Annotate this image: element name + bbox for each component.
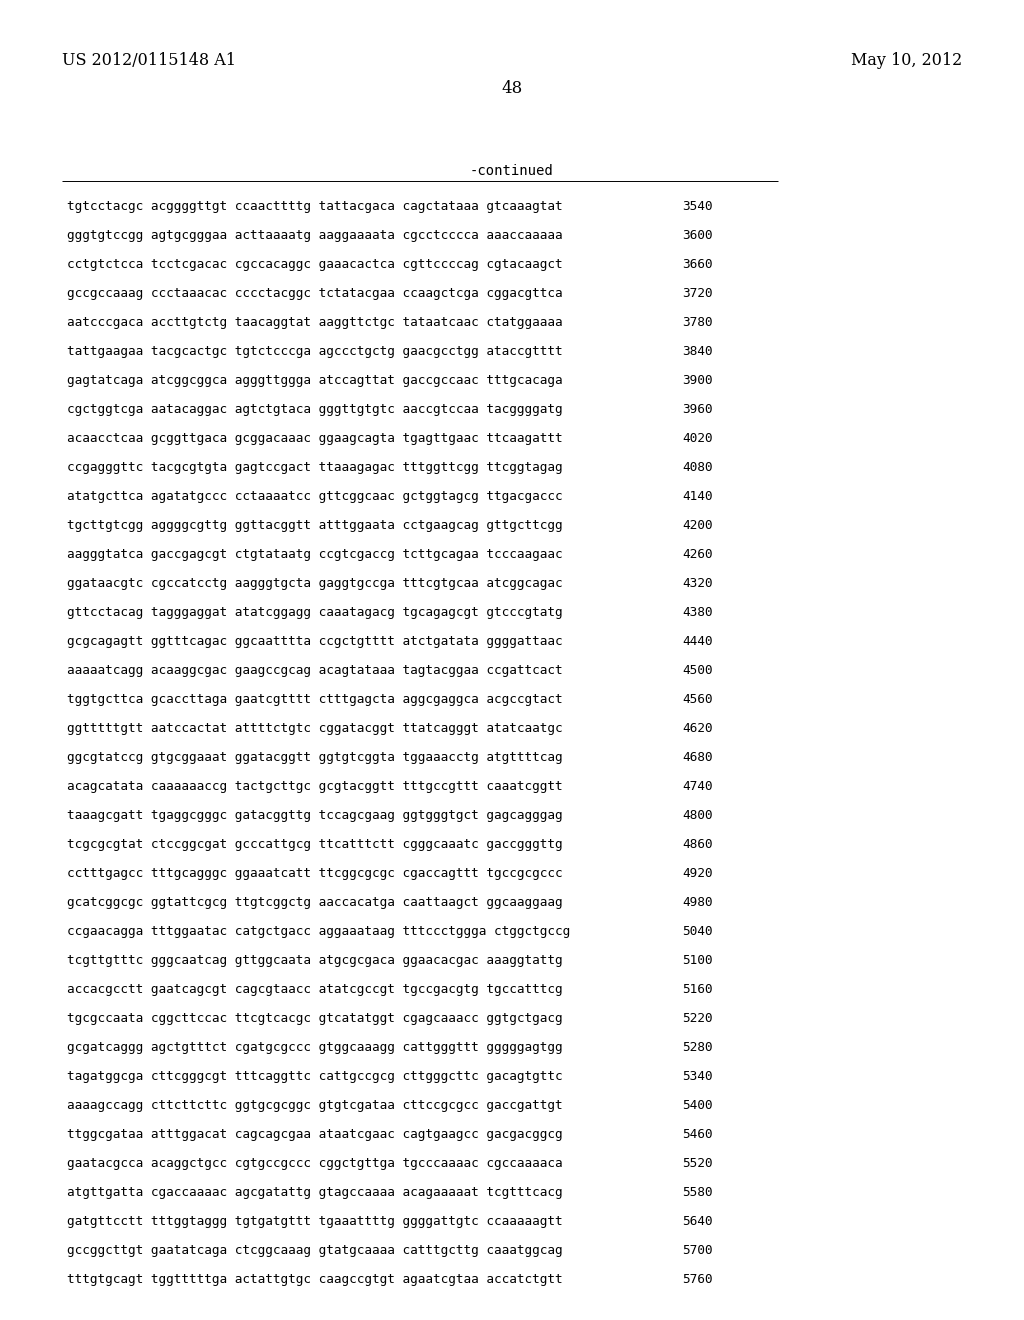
Text: ggtttttgtt aatccactat attttctgtc cggatacggt ttatcagggt atatcaatgc: ggtttttgtt aatccactat attttctgtc cggatac… xyxy=(67,722,562,735)
Text: ggcgtatccg gtgcggaaat ggatacggtt ggtgtcggta tggaaacctg atgttttcag: ggcgtatccg gtgcggaaat ggatacggtt ggtgtcg… xyxy=(67,751,562,764)
Text: 4740: 4740 xyxy=(682,780,713,793)
Text: aagggtatca gaccgagcgt ctgtataatg ccgtcgaccg tcttgcagaa tcccaagaac: aagggtatca gaccgagcgt ctgtataatg ccgtcga… xyxy=(67,548,562,561)
Text: 4320: 4320 xyxy=(682,577,713,590)
Text: 4380: 4380 xyxy=(682,606,713,619)
Text: atatgcttca agatatgccc cctaaaatcc gttcggcaac gctggtagcg ttgacgaccc: atatgcttca agatatgccc cctaaaatcc gttcggc… xyxy=(67,490,562,503)
Text: 5400: 5400 xyxy=(682,1100,713,1111)
Text: 4680: 4680 xyxy=(682,751,713,764)
Text: aaaaatcagg acaaggcgac gaagccgcag acagtataaa tagtacggaa ccgattcact: aaaaatcagg acaaggcgac gaagccgcag acagtat… xyxy=(67,664,562,677)
Text: 4920: 4920 xyxy=(682,867,713,880)
Text: 3600: 3600 xyxy=(682,228,713,242)
Text: May 10, 2012: May 10, 2012 xyxy=(851,51,962,69)
Text: gccggcttgt gaatatcaga ctcggcaaag gtatgcaaaa catttgcttg caaatggcag: gccggcttgt gaatatcaga ctcggcaaag gtatgca… xyxy=(67,1243,562,1257)
Text: 5100: 5100 xyxy=(682,954,713,968)
Text: ggataacgtc cgccatcctg aagggtgcta gaggtgccga tttcgtgcaa atcggcagac: ggataacgtc cgccatcctg aagggtgcta gaggtgc… xyxy=(67,577,562,590)
Text: ttggcgataa atttggacat cagcagcgaa ataatcgaac cagtgaagcc gacgacggcg: ttggcgataa atttggacat cagcagcgaa ataatcg… xyxy=(67,1129,562,1140)
Text: aaaagccagg cttcttcttc ggtgcgcggc gtgtcgataa cttccgcgcc gaccgattgt: aaaagccagg cttcttcttc ggtgcgcggc gtgtcga… xyxy=(67,1100,562,1111)
Text: 48: 48 xyxy=(502,81,522,96)
Text: tggtgcttca gcaccttaga gaatcgtttt ctttgagcta aggcgaggca acgccgtact: tggtgcttca gcaccttaga gaatcgtttt ctttgag… xyxy=(67,693,562,706)
Text: taaagcgatt tgaggcgggc gatacggttg tccagcgaag ggtgggtgct gagcagggag: taaagcgatt tgaggcgggc gatacggttg tccagcg… xyxy=(67,809,562,822)
Text: aatcccgaca accttgtctg taacaggtat aaggttctgc tataatcaac ctatggaaaa: aatcccgaca accttgtctg taacaggtat aaggttc… xyxy=(67,315,562,329)
Text: tgcgccaata cggcttccac ttcgtcacgc gtcatatggt cgagcaaacc ggtgctgacg: tgcgccaata cggcttccac ttcgtcacgc gtcatat… xyxy=(67,1012,562,1026)
Text: 3540: 3540 xyxy=(682,201,713,213)
Text: 5340: 5340 xyxy=(682,1071,713,1082)
Text: tcgcgcgtat ctccggcgat gcccattgcg ttcatttctt cgggcaaatc gaccgggttg: tcgcgcgtat ctccggcgat gcccattgcg ttcattt… xyxy=(67,838,562,851)
Text: acaacctcaa gcggttgaca gcggacaaac ggaagcagta tgagttgaac ttcaagattt: acaacctcaa gcggttgaca gcggacaaac ggaagca… xyxy=(67,432,562,445)
Text: cgctggtcga aatacaggac agtctgtaca gggttgtgtc aaccgtccaa tacggggatg: cgctggtcga aatacaggac agtctgtaca gggttgt… xyxy=(67,403,562,416)
Text: 3660: 3660 xyxy=(682,257,713,271)
Text: US 2012/0115148 A1: US 2012/0115148 A1 xyxy=(62,51,236,69)
Text: 5760: 5760 xyxy=(682,1272,713,1286)
Text: gggtgtccgg agtgcgggaa acttaaaatg aaggaaaata cgcctcccca aaaccaaaaa: gggtgtccgg agtgcgggaa acttaaaatg aaggaaa… xyxy=(67,228,562,242)
Text: 3720: 3720 xyxy=(682,286,713,300)
Text: gcgatcaggg agctgtttct cgatgcgccc gtggcaaagg cattgggttt gggggagtgg: gcgatcaggg agctgtttct cgatgcgccc gtggcaa… xyxy=(67,1041,562,1053)
Text: 4800: 4800 xyxy=(682,809,713,822)
Text: 5580: 5580 xyxy=(682,1185,713,1199)
Text: 5040: 5040 xyxy=(682,925,713,939)
Text: tttgtgcagt tggtttttga actattgtgc caagccgtgt agaatcgtaa accatctgtt: tttgtgcagt tggtttttga actattgtgc caagccg… xyxy=(67,1272,562,1286)
Text: 5700: 5700 xyxy=(682,1243,713,1257)
Text: tagatggcga cttcgggcgt tttcaggttc cattgccgcg cttgggcttc gacagtgttc: tagatggcga cttcgggcgt tttcaggttc cattgcc… xyxy=(67,1071,562,1082)
Text: gaatacgcca acaggctgcc cgtgccgccc cggctgttga tgcccaaaac cgccaaaaca: gaatacgcca acaggctgcc cgtgccgccc cggctgt… xyxy=(67,1158,562,1170)
Text: 4140: 4140 xyxy=(682,490,713,503)
Text: 5640: 5640 xyxy=(682,1214,713,1228)
Text: 4260: 4260 xyxy=(682,548,713,561)
Text: 5520: 5520 xyxy=(682,1158,713,1170)
Text: 3960: 3960 xyxy=(682,403,713,416)
Text: 5280: 5280 xyxy=(682,1041,713,1053)
Text: gatgttcctt tttggtaggg tgtgatgttt tgaaattttg ggggattgtc ccaaaaagtt: gatgttcctt tttggtaggg tgtgatgttt tgaaatt… xyxy=(67,1214,562,1228)
Text: gagtatcaga atcggcggca agggttggga atccagttat gaccgccaac tttgcacaga: gagtatcaga atcggcggca agggttggga atccagt… xyxy=(67,374,562,387)
Text: 3780: 3780 xyxy=(682,315,713,329)
Text: gccgccaaag ccctaaacac cccctacggc tctatacgaa ccaagctcga cggacgttca: gccgccaaag ccctaaacac cccctacggc tctatac… xyxy=(67,286,562,300)
Text: ccgaacagga tttggaatac catgctgacc aggaaataag tttccctggga ctggctgccg: ccgaacagga tttggaatac catgctgacc aggaaat… xyxy=(67,925,570,939)
Text: 3840: 3840 xyxy=(682,345,713,358)
Text: gcatcggcgc ggtattcgcg ttgtcggctg aaccacatga caattaagct ggcaaggaag: gcatcggcgc ggtattcgcg ttgtcggctg aaccaca… xyxy=(67,896,562,909)
Text: 5220: 5220 xyxy=(682,1012,713,1026)
Text: 5160: 5160 xyxy=(682,983,713,997)
Text: gttcctacag tagggaggat atatcggagg caaatagacg tgcagagcgt gtcccgtatg: gttcctacag tagggaggat atatcggagg caaatag… xyxy=(67,606,562,619)
Text: 3900: 3900 xyxy=(682,374,713,387)
Text: 4080: 4080 xyxy=(682,461,713,474)
Text: 4440: 4440 xyxy=(682,635,713,648)
Text: gcgcagagtt ggtttcagac ggcaatttta ccgctgtttt atctgatata ggggattaac: gcgcagagtt ggtttcagac ggcaatttta ccgctgt… xyxy=(67,635,562,648)
Text: 4860: 4860 xyxy=(682,838,713,851)
Text: tgcttgtcgg aggggcgttg ggttacggtt atttggaata cctgaagcag gttgcttcgg: tgcttgtcgg aggggcgttg ggttacggtt atttgga… xyxy=(67,519,562,532)
Text: -continued: -continued xyxy=(470,164,554,178)
Text: tgtcctacgc acggggttgt ccaacttttg tattacgaca cagctataaa gtcaaagtat: tgtcctacgc acggggttgt ccaacttttg tattacg… xyxy=(67,201,562,213)
Text: 4560: 4560 xyxy=(682,693,713,706)
Text: ccgagggttc tacgcgtgta gagtccgact ttaaagagac tttggttcgg ttcggtagag: ccgagggttc tacgcgtgta gagtccgact ttaaaga… xyxy=(67,461,562,474)
Text: 4620: 4620 xyxy=(682,722,713,735)
Text: tattgaagaa tacgcactgc tgtctcccga agccctgctg gaacgcctgg ataccgtttt: tattgaagaa tacgcactgc tgtctcccga agccctg… xyxy=(67,345,562,358)
Text: accacgcctt gaatcagcgt cagcgtaacc atatcgccgt tgccgacgtg tgccatttcg: accacgcctt gaatcagcgt cagcgtaacc atatcgc… xyxy=(67,983,562,997)
Text: 4980: 4980 xyxy=(682,896,713,909)
Text: cctgtctcca tcctcgacac cgccacaggc gaaacactca cgttccccag cgtacaagct: cctgtctcca tcctcgacac cgccacaggc gaaacac… xyxy=(67,257,562,271)
Text: atgttgatta cgaccaaaac agcgatattg gtagccaaaa acagaaaaat tcgtttcacg: atgttgatta cgaccaaaac agcgatattg gtagcca… xyxy=(67,1185,562,1199)
Text: 4200: 4200 xyxy=(682,519,713,532)
Text: acagcatata caaaaaaccg tactgcttgc gcgtacggtt tttgccgttt caaatcggtt: acagcatata caaaaaaccg tactgcttgc gcgtacg… xyxy=(67,780,562,793)
Text: 4020: 4020 xyxy=(682,432,713,445)
Text: 4500: 4500 xyxy=(682,664,713,677)
Text: 5460: 5460 xyxy=(682,1129,713,1140)
Text: cctttgagcc tttgcagggc ggaaatcatt ttcggcgcgc cgaccagttt tgccgcgccc: cctttgagcc tttgcagggc ggaaatcatt ttcggcg… xyxy=(67,867,562,880)
Text: tcgttgtttc gggcaatcag gttggcaata atgcgcgaca ggaacacgac aaaggtattg: tcgttgtttc gggcaatcag gttggcaata atgcgcg… xyxy=(67,954,562,968)
